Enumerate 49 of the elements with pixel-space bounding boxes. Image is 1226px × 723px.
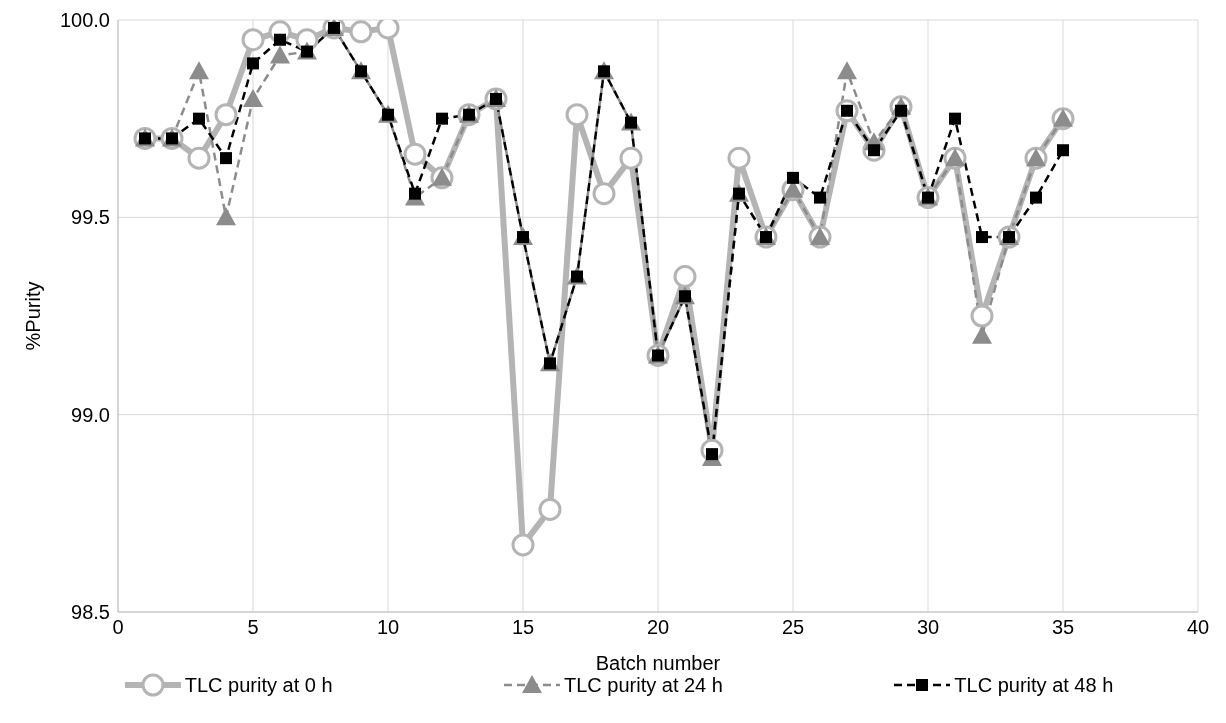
point [673,265,697,289]
point [189,61,209,80]
point [243,88,263,107]
point [214,103,238,127]
x-tick-label: 10 [376,616,400,639]
point [565,103,589,127]
point [241,28,265,52]
y-tick-label: 100.0 [59,9,110,32]
y-axis-title: %Purity [22,281,45,351]
x-tick-label: 40 [1186,616,1210,639]
point [814,191,826,204]
point [403,142,427,166]
point [1057,144,1069,157]
point [837,61,857,80]
y-tick-label: 99.0 [71,403,110,426]
x-axis-title: Batch number [595,652,721,674]
point [787,171,799,184]
x-tick-label: 30 [916,616,940,639]
point [270,45,290,64]
point [349,20,373,44]
y-tick-label: 99.5 [71,206,110,229]
point [216,207,236,226]
x-tick-label: 5 [247,616,259,639]
x-tick-label: 25 [781,616,805,639]
point [970,304,994,328]
legend-label: TLC purity at 24 h [563,673,723,697]
x-tick-label: 35 [1051,616,1075,639]
point [187,146,211,170]
point [1030,191,1042,204]
point [592,182,616,206]
legend-label: TLC purity at 48 h [954,673,1114,697]
point [511,533,535,557]
x-tick-label: 0 [112,616,124,639]
point [976,231,988,244]
point [193,112,205,125]
x-tick-label: 20 [646,616,670,639]
point [619,146,643,170]
y-tick-label: 98.5 [71,601,110,624]
legend-label: TLC purity at 0 h [184,673,333,697]
x-tick-label: 15 [511,616,535,639]
point [247,57,259,70]
point [220,152,232,165]
point [409,187,421,200]
point [727,146,751,170]
point [538,497,562,521]
point [436,112,448,125]
point [274,33,286,46]
point [972,325,992,344]
point [949,112,961,125]
